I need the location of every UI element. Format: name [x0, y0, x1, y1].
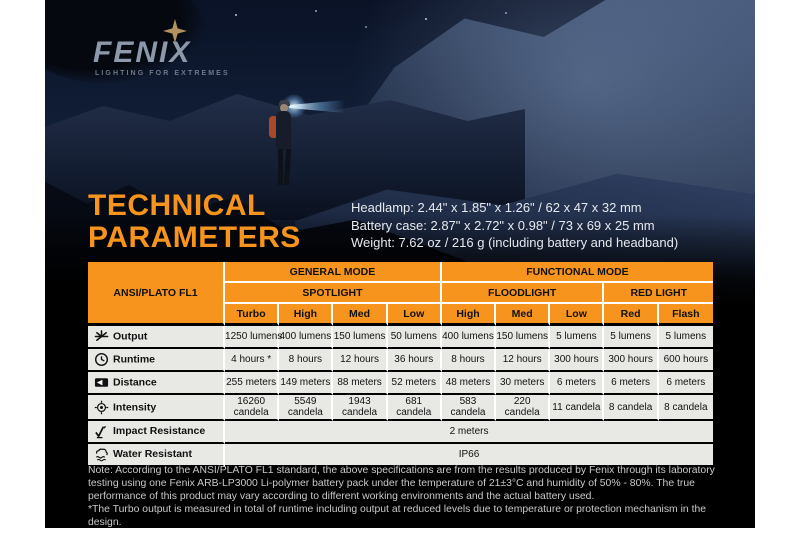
- row-label: Intensity: [113, 401, 157, 413]
- output-rays-icon: [94, 330, 109, 341]
- hiker-figure: [263, 92, 345, 202]
- impact-icon: [95, 425, 107, 439]
- hiker-leg: [283, 148, 292, 186]
- row-label: Water Resistant: [113, 448, 192, 460]
- brand-name: FENIX: [93, 36, 192, 69]
- table-row-runtime: Runtime 4 hours * 8 hours 12 hours 36 ho…: [88, 349, 713, 372]
- hiker-leg: [278, 149, 283, 185]
- general-mode-header: GENERAL MODE: [225, 262, 442, 283]
- table-row-impact: Impact Resistance 2 meters: [88, 421, 713, 444]
- col-header-red: Red: [604, 304, 659, 326]
- row-label: Distance: [113, 376, 157, 389]
- footnote-turbo: *The Turbo output is measured in total o…: [88, 503, 707, 528]
- clock-icon: [94, 352, 109, 367]
- page-title-line1: TECHNICAL: [88, 189, 266, 222]
- col-header-flash: Flash: [658, 304, 713, 326]
- col-header-low2: Low: [550, 304, 605, 326]
- hiker-head: [280, 104, 288, 112]
- col-header-turbo: Turbo: [225, 304, 280, 326]
- col-header-high: High: [279, 304, 334, 326]
- page-title-line2: PARAMETERS: [88, 221, 301, 254]
- col-header-high2: High: [441, 304, 497, 326]
- table-row-water: Water Resistant IP66: [88, 444, 713, 467]
- floodlight-header: FLOODLIGHT: [441, 283, 605, 304]
- hiker-torso: [276, 111, 291, 151]
- footnote-body: Note: According to the ANSI/PLATO FL1 st…: [88, 465, 715, 502]
- spec-table: ANSI/PLATO FL1 GENERAL MODE FUNCTIONAL M…: [88, 262, 713, 467]
- col-header-med: Med: [333, 304, 388, 326]
- standard-label: ANSI/PLATO FL1: [88, 262, 226, 326]
- battery-case-dimensions: Battery case: 2.87" x 2.72" x 0.98" / 73…: [351, 217, 655, 233]
- row-label: Output: [113, 330, 148, 343]
- brand-tagline: LIGHTING FOR EXTREMES: [95, 70, 230, 77]
- beam-distance-icon: [94, 378, 109, 387]
- table-row-output: Output 1250 lumens 400 lumens 150 lumens…: [88, 326, 713, 349]
- table-row-light-groups: SPOTLIGHT FLOODLIGHT RED LIGHT: [88, 283, 713, 304]
- dimension-specs: Headlamp: 2.44" x 1.85" x 1.26" / 62 x 4…: [351, 199, 678, 252]
- fenix-logo: FENIX LIGHTING FOR EXTREMES: [93, 19, 273, 84]
- table-row-modes: Turbo High Med Low High Med Low Red Flas…: [88, 304, 713, 326]
- hiker-backpack: [269, 116, 278, 138]
- star-icon: [163, 19, 187, 43]
- water-icon: [95, 448, 108, 462]
- red-light-header: RED LIGHT: [604, 283, 713, 304]
- table-row-mode-groups: ANSI/PLATO FL1 GENERAL MODE FUNCTIONAL M…: [88, 262, 713, 326]
- row-label: Impact Resistance: [113, 425, 206, 437]
- table-row-intensity: Intensity 16260 candela 5549 candela 194…: [88, 395, 713, 421]
- intensity-target-icon: [94, 400, 109, 414]
- col-header-med2: Med: [496, 304, 551, 326]
- spotlight-header: SPOTLIGHT: [225, 283, 442, 304]
- hiker-cap: [279, 100, 290, 106]
- headlamp-dimensions: Headlamp: 2.44" x 1.85" x 1.26" / 62 x 4…: [351, 200, 642, 215]
- hero-photo: [45, 0, 755, 308]
- content-area: FENIX LIGHTING FOR EXTREMES TECHNICAL PA…: [45, 0, 755, 528]
- col-header-low: Low: [387, 304, 442, 326]
- footnote: Note: According to the ANSI/PLATO FL1 st…: [88, 465, 716, 528]
- weight-spec: Weight: 7.62 oz / 216 g (including batte…: [351, 235, 679, 250]
- page-title: TECHNICAL PARAMETERS: [88, 190, 301, 254]
- table-row-distance: Distance 255 meters 149 meters 88 meters…: [88, 372, 713, 395]
- functional-mode-header: FUNCTIONAL MODE: [441, 262, 713, 283]
- row-label: Runtime: [113, 353, 155, 366]
